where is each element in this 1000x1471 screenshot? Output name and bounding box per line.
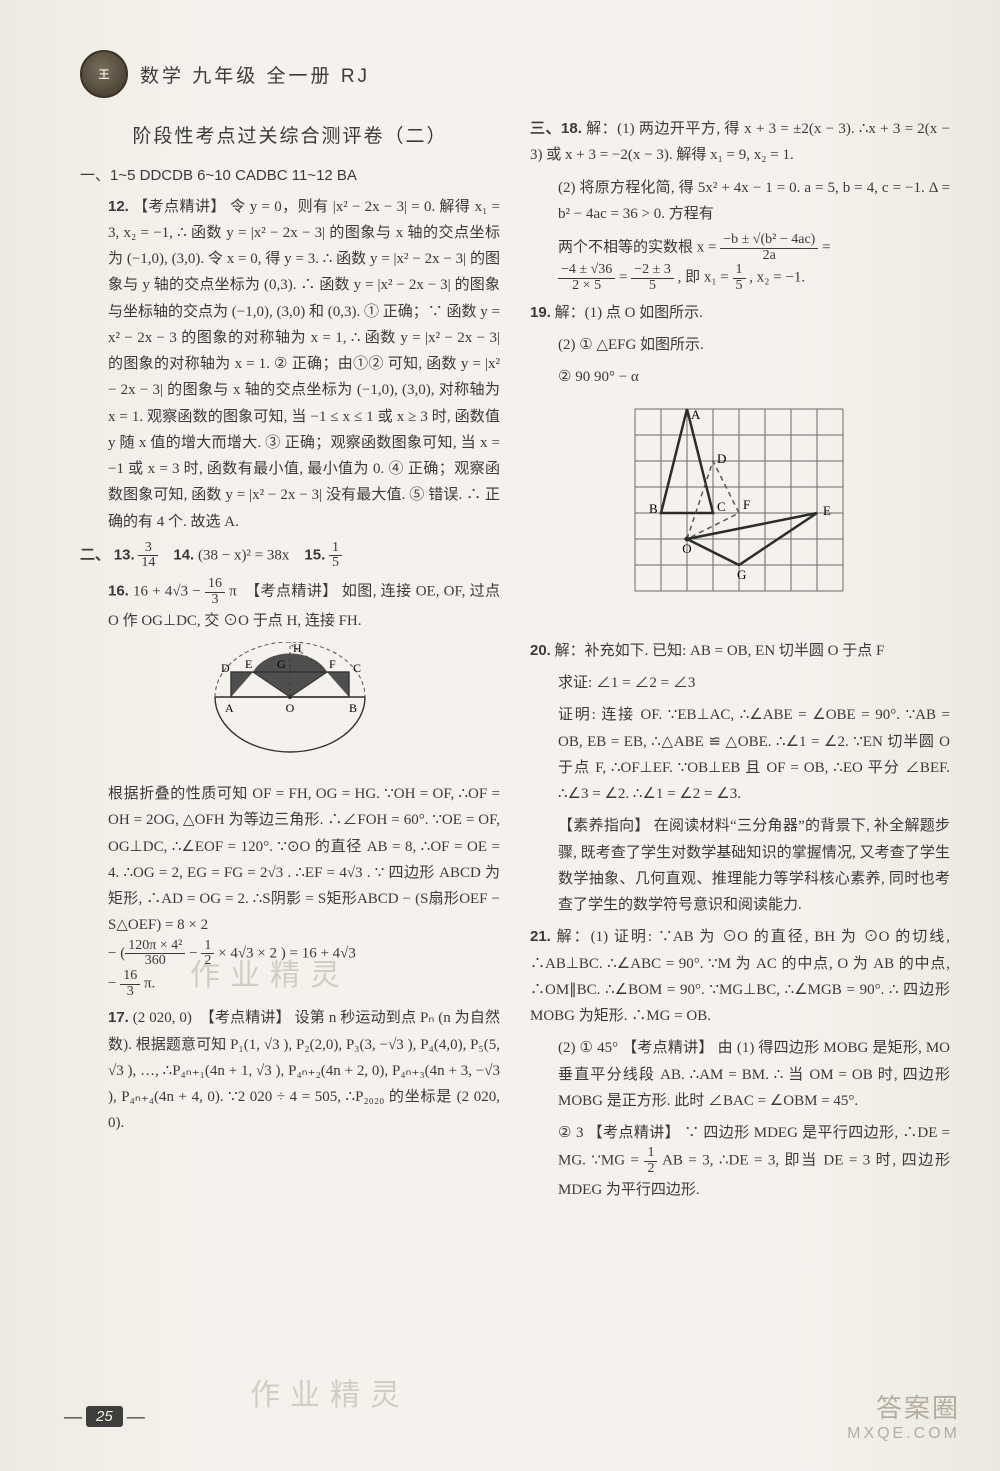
q21-tag1: 【考点精讲】 (622, 1039, 713, 1056)
section-title: 阶段性考点过关综合测评卷（二） (80, 120, 500, 153)
content-columns: 阶段性考点过关综合测评卷（二） 一、1~5 DDCDB 6~10 CADBC 1… (80, 116, 950, 1209)
semicircle-diagram-icon: O A B D C E F G H (195, 642, 385, 762)
svg-text:F: F (743, 497, 750, 512)
q17: 17. (2 020, 0) 【考点精讲】 设第 n 秒运动到点 Pₙ (n 为… (80, 1005, 500, 1136)
left-column: 阶段性考点过关综合测评卷（二） 一、1~5 DDCDB 6~10 CADBC 1… (80, 116, 500, 1209)
watermark-bottom-cn: 答案圈 (847, 1388, 960, 1425)
q21-label: 21. (530, 928, 551, 945)
q12-body: 令 y = 0，则有 |x² − 2x − 3| = 0. 解得 x₁ = 3,… (108, 199, 500, 530)
fill-row: 二、 13. 314 14. (38 − x)² = 38x 15. 15 (80, 541, 500, 571)
watermark-bottom: 答案圈 MXQE.COM (847, 1388, 960, 1443)
q19-figure: O A B C D E F G (530, 399, 950, 628)
right-column: 三、18. 解：(1) 两边开平方, 得 x + 3 = ±2(x − 3). … (530, 116, 950, 1209)
svg-text:B: B (349, 701, 357, 715)
q18-label: 三、18. (530, 120, 582, 137)
q18-p1: 解：(1) 两边开平方, 得 x + 3 = ±2(x − 3). ∴x + 3… (530, 121, 950, 163)
q17-ans: (2 020, 0) (133, 1010, 192, 1026)
q17-tag: 【考点精讲】 (200, 1009, 291, 1026)
svg-text:A: A (225, 701, 234, 715)
q15-label: 15. (304, 546, 325, 563)
svg-text:C: C (353, 661, 361, 675)
logo-badge-icon: 王 (80, 50, 128, 98)
q20-tag: 【素养指向】 (558, 817, 650, 834)
q16: 16. 16 + 4√3 − 163 π 【考点精讲】 如图, 连接 OE, O… (80, 577, 500, 634)
q16-tag: 【考点精讲】 (245, 583, 338, 600)
q14-value: (38 − x)² = 38x (198, 547, 289, 563)
svg-text:O: O (682, 541, 691, 556)
q12-label: 12. (108, 198, 129, 215)
q21-tag2: 【考点精讲】 (588, 1124, 680, 1141)
svg-text:O: O (286, 701, 295, 715)
svg-text:E: E (245, 657, 252, 671)
q21: 21. 解：(1) 证明: ∵AB 为 ⊙O 的直径, BH 为 ⊙O 的切线,… (530, 924, 950, 1029)
q21-a: 解：(1) 证明: ∵AB 为 ⊙O 的直径, BH 为 ⊙O 的切线, ∴AB… (530, 929, 950, 1024)
svg-text:G: G (737, 567, 746, 582)
svg-text:F: F (329, 657, 336, 671)
q20-c: 证明: 连接 OF. ∵EB⊥AC, ∴∠ABE = ∠OBE = 90°. ∵… (530, 702, 950, 807)
q19: 19. 解：(1) 点 O 如图所示. (530, 300, 950, 326)
q13-value: 314 (138, 541, 158, 571)
q19-label: 19. (530, 304, 551, 321)
fill-label: 二、 (80, 546, 110, 563)
watermark-bottom-en: MXQE.COM (847, 1425, 960, 1443)
q16-body: 根据折叠的性质可知 OF = FH, OG = HG. ∵OH = OF, ∴O… (80, 781, 500, 999)
svg-text:D: D (221, 661, 230, 675)
svg-text:H: H (293, 642, 302, 655)
q21-c: ② 3 【考点精讲】 ∵ 四边形 MDEG 是平行四边形, ∴DE = MG. … (530, 1120, 950, 1203)
q16-figure: O A B D C E F G H (80, 642, 500, 771)
grid-diagram-icon: O A B C D E F G (625, 399, 855, 619)
q17-body: 设第 n 秒运动到点 Pₙ (n 为自然数). 根据题意可知 P₁(1, √3 … (108, 1010, 500, 1131)
svg-text:G: G (277, 657, 286, 671)
header-title: 数学 九年级 全一册 RJ (140, 61, 370, 88)
q18-p2: (2) 将原方程化简, 得 5x² + 4x − 1 = 0. a = 5, b… (530, 175, 950, 228)
q20: 20. 解：补充如下. 已知: AB = OB, EN 切半圆 O 于点 F (530, 638, 950, 664)
q19-c: ② 90 90° − α (530, 364, 950, 390)
q15-value: 15 (329, 541, 342, 571)
svg-text:D: D (717, 451, 726, 466)
q21-b: (2) ① 45° 【考点精讲】 由 (1) 得四边形 MOBG 是矩形, MO… (530, 1035, 950, 1114)
q18: 三、18. 解：(1) 两边开平方, 得 x + 3 = ±2(x − 3). … (530, 116, 950, 169)
q20-b: 求证: ∠1 = ∠2 = ∠3 (530, 670, 950, 696)
q12: 12. 【考点精讲】 令 y = 0，则有 |x² − 2x − 3| = 0.… (80, 194, 500, 535)
q19-b: (2) ① △EFG 如图所示. (530, 332, 950, 358)
svg-text:C: C (717, 499, 726, 514)
q19-a: 解：(1) 点 O 如图所示. (555, 305, 703, 321)
q16-expr-a: 16 + 4√3 − (133, 584, 205, 600)
svg-text:A: A (691, 407, 701, 422)
q14-label: 14. (173, 546, 194, 563)
q20-a: 解：补充如下. 已知: AB = OB, EN 切半圆 O 于点 F (555, 643, 885, 659)
q20-d-block: 【素养指向】 在阅读材料“三分角器”的背景下, 补全解题步骤, 既考查了学生对数… (530, 813, 950, 918)
svg-text:B: B (649, 501, 658, 516)
svg-text:E: E (823, 503, 831, 518)
q16-label: 16. (108, 583, 129, 600)
q12-tag: 【考点精讲】 (133, 198, 226, 215)
page: 王 数学 九年级 全一册 RJ 阶段性考点过关综合测评卷（二） 一、1~5 DD… (0, 0, 1000, 1471)
q13-label: 13. (114, 546, 135, 563)
watermark-mid-2: 作业精灵 (250, 1370, 410, 1414)
q18-p3: 两个不相等的实数根 x = −b ± √(b² − 4ac)2a = −4 ± … (530, 233, 950, 294)
q20-label: 20. (530, 642, 551, 659)
q17-label: 17. (108, 1009, 129, 1026)
page-header: 王 数学 九年级 全一册 RJ (80, 50, 950, 98)
page-number: — 25 — (60, 1406, 149, 1427)
mc-answers: 一、1~5 DDCDB 6~10 CADBC 11~12 BA (80, 163, 500, 189)
